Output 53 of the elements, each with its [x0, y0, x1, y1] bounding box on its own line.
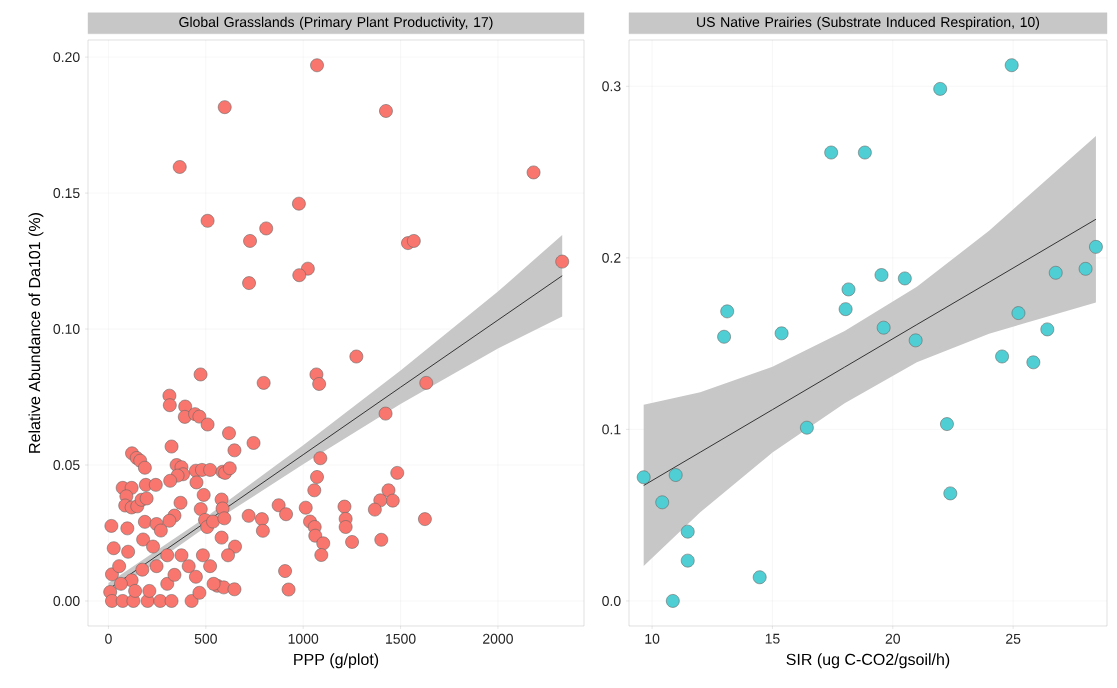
chart-title: Global Grasslands (Primary Plant Productivity, 17)	[179, 16, 493, 30]
y-axis-title: Relative Abundance of Da101 (%)	[28, 213, 44, 453]
x-tick-label: 15	[765, 633, 780, 644]
point	[720, 304, 734, 319]
point	[1026, 355, 1041, 370]
point	[838, 302, 853, 316]
y-tick-label: 0.15	[53, 188, 80, 199]
y-tick-label: 0.10	[53, 324, 80, 335]
y-tick-label: 0.00	[53, 596, 80, 606]
point	[1078, 262, 1093, 276]
x-tick-label: 2000	[483, 633, 513, 644]
y-tick-label: 0.3	[602, 81, 621, 92]
point	[841, 282, 856, 297]
point	[1040, 322, 1055, 337]
point	[940, 417, 954, 431]
point	[1048, 265, 1063, 280]
y-tick-label: 0.2	[602, 252, 621, 263]
point	[800, 420, 814, 435]
point	[995, 349, 1009, 364]
point	[898, 271, 912, 286]
x-tick-label: 20	[885, 633, 901, 644]
point	[680, 553, 695, 568]
y-tick-label: 0.20	[53, 52, 80, 63]
x-axis-title: PPP (g/plot)	[294, 653, 379, 669]
point	[680, 524, 695, 539]
point	[655, 495, 670, 510]
x-tick-label: 25	[1006, 633, 1021, 644]
chart-title: US Native Prairies (Substrate Induced Respiration, 10)	[697, 16, 1040, 30]
x-tick-label: 0	[105, 633, 112, 644]
point	[908, 333, 923, 348]
point	[858, 145, 872, 160]
point	[1011, 306, 1026, 320]
point	[876, 320, 891, 335]
point	[717, 329, 731, 344]
point	[1004, 58, 1019, 73]
point	[1089, 240, 1103, 254]
x-tick-label: 500	[194, 633, 217, 644]
y-tick-label: 0.05	[53, 460, 80, 470]
x-tick-label: 10	[645, 633, 660, 644]
point	[933, 82, 948, 96]
point	[874, 268, 889, 282]
point	[824, 145, 838, 160]
x-axis-title: SIR (ug C-CO2/gsoil/h)	[786, 653, 950, 669]
x-tick-label: 1500	[386, 633, 416, 644]
point	[668, 468, 683, 482]
y-tick-label: 0.0	[602, 595, 621, 606]
y-tick-label: 0.1	[602, 424, 621, 435]
point	[943, 486, 958, 501]
point	[666, 594, 680, 608]
point	[752, 570, 767, 585]
point	[774, 326, 789, 341]
x-tick-label: 1000	[288, 633, 319, 644]
point	[636, 470, 651, 485]
